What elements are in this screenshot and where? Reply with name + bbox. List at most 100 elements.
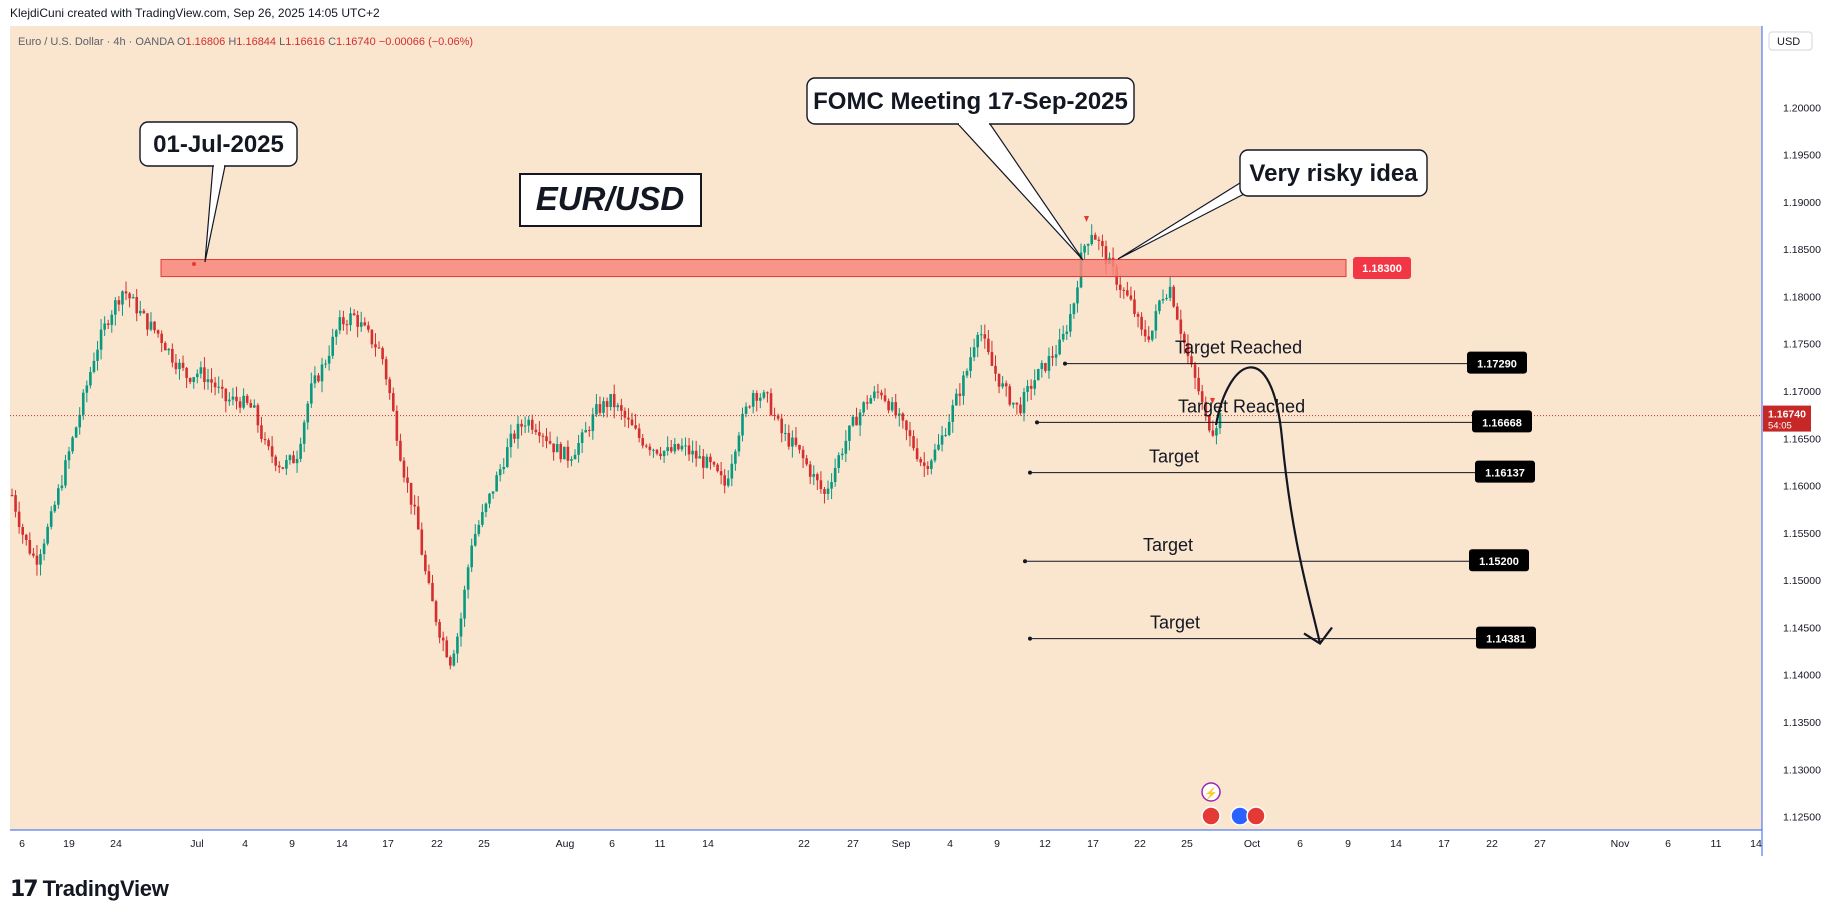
target-text: Target Reached — [1178, 396, 1305, 416]
candle-body — [858, 412, 862, 426]
candle-body — [53, 504, 57, 512]
candle-body — [684, 445, 687, 447]
candle — [669, 439, 673, 454]
candle-body — [342, 317, 345, 325]
candle-body — [302, 422, 306, 444]
candle — [702, 448, 705, 479]
candle — [940, 425, 944, 452]
candle — [167, 347, 171, 355]
candle-body — [438, 622, 441, 638]
candle — [424, 550, 427, 575]
target-text: Target Reached — [1175, 338, 1302, 358]
candle-body — [962, 375, 965, 396]
candle — [773, 407, 776, 421]
candle — [527, 415, 530, 433]
candle — [188, 377, 192, 385]
candle — [163, 341, 167, 351]
candle-body — [951, 405, 955, 422]
candle-body — [306, 403, 310, 423]
candle — [570, 456, 573, 467]
candle-body — [106, 323, 110, 325]
candle — [584, 422, 588, 433]
candle — [1012, 402, 1015, 409]
y-tick-label: 1.20000 — [1783, 102, 1821, 114]
candle-body — [1136, 313, 1140, 317]
candle — [1001, 376, 1004, 389]
candle-body — [1190, 356, 1193, 365]
candle — [937, 433, 940, 451]
candle-body — [694, 450, 698, 459]
candle-body — [81, 392, 85, 415]
candle — [142, 308, 146, 314]
candle-body — [377, 347, 381, 349]
candle — [880, 389, 883, 400]
candle — [206, 368, 210, 390]
candle-body — [1183, 333, 1186, 344]
candle — [1193, 361, 1197, 390]
candle — [705, 453, 709, 469]
candle-body — [1168, 286, 1172, 298]
candle — [848, 425, 851, 451]
candle — [1143, 320, 1147, 342]
price-chart[interactable]: Euro / U.S. Dollar · 4h · OANDA O1.16806… — [10, 26, 1835, 856]
target-price-label: 1.16668 — [1482, 417, 1522, 429]
candle — [110, 310, 114, 333]
chart-area[interactable]: Euro / U.S. Dollar · 4h · OANDA O1.16806… — [10, 26, 1835, 856]
candle-body — [997, 373, 1001, 387]
candle — [352, 308, 356, 316]
title-box — [519, 173, 702, 227]
candle-body — [915, 448, 919, 460]
candle-body — [459, 618, 463, 637]
candle — [249, 399, 253, 408]
candle — [873, 385, 876, 401]
candle-body — [224, 388, 228, 402]
candle — [684, 437, 687, 456]
candle-body — [865, 402, 869, 404]
jul-marker-dot — [192, 262, 196, 266]
x-tick-label: 4 — [242, 838, 248, 850]
candle-body — [862, 402, 865, 413]
candle-body — [905, 420, 908, 431]
candle-body — [812, 474, 816, 477]
candle-body — [338, 317, 342, 331]
target-text: Target — [1150, 613, 1200, 633]
candle — [1154, 304, 1158, 339]
candle-body — [210, 379, 213, 383]
callout-jul-text: 01-Jul-2025 — [153, 131, 284, 158]
candle-body — [1054, 354, 1058, 358]
candle — [1058, 328, 1061, 356]
candle — [473, 524, 477, 547]
x-tick-label: 27 — [847, 838, 859, 850]
candle-body — [1001, 383, 1004, 387]
tradingview-logo[interactable]: 17 TradingView — [10, 876, 169, 902]
economic-event-icons — [1201, 782, 1266, 826]
candle — [1215, 425, 1218, 445]
candle — [545, 428, 548, 449]
candle-body — [641, 438, 645, 446]
candle-body — [345, 324, 349, 326]
candle-body — [1172, 286, 1175, 307]
candle — [1165, 294, 1168, 301]
candle — [630, 412, 634, 426]
candle — [281, 466, 285, 470]
candle — [1076, 280, 1079, 313]
candle — [737, 431, 741, 457]
candle-body — [185, 367, 188, 379]
candle-body — [470, 545, 473, 568]
candle — [530, 414, 534, 435]
candle-body — [741, 413, 744, 436]
candle-body — [612, 394, 616, 408]
candle-body — [673, 444, 677, 452]
y-tick-label: 1.18000 — [1783, 291, 1821, 303]
candle — [395, 405, 399, 447]
candle-body — [466, 567, 470, 590]
candle-body — [705, 456, 709, 468]
candle-body — [399, 440, 402, 461]
x-tick-label: 25 — [1181, 838, 1193, 850]
candle — [598, 396, 602, 417]
candle — [71, 435, 74, 454]
candle-body — [473, 533, 477, 546]
candle-body — [14, 495, 17, 512]
candle-body — [128, 293, 131, 299]
candle-body — [249, 402, 253, 408]
